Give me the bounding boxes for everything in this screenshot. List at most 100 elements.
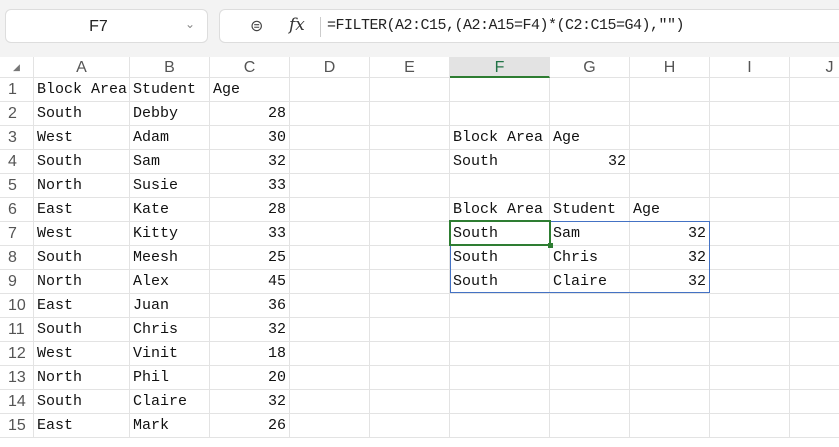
cell-D10[interactable] — [290, 294, 370, 318]
cell-A11[interactable]: South — [34, 318, 130, 342]
cell-C13[interactable]: 20 — [210, 366, 290, 390]
cell-E15[interactable] — [370, 414, 450, 438]
cell-D14[interactable] — [290, 390, 370, 414]
cell-H1[interactable] — [630, 78, 710, 102]
cell-A3[interactable]: West — [34, 126, 130, 150]
cell-F8[interactable]: South — [450, 246, 550, 270]
cell-B12[interactable]: Vinit — [130, 342, 210, 366]
row-header-15[interactable]: 15 — [0, 414, 34, 438]
cell-E8[interactable] — [370, 246, 450, 270]
cell-B15[interactable]: Mark — [130, 414, 210, 438]
row-header-14[interactable]: 14 — [0, 390, 34, 414]
cell-A9[interactable]: North — [34, 270, 130, 294]
cell-E4[interactable] — [370, 150, 450, 174]
cell-C1[interactable]: Age — [210, 78, 290, 102]
row-header-6[interactable]: 6 — [0, 198, 34, 222]
cell-B9[interactable]: Alex — [130, 270, 210, 294]
cell-J2[interactable] — [790, 102, 839, 126]
cell-A8[interactable]: South — [34, 246, 130, 270]
cell-J5[interactable] — [790, 174, 839, 198]
cell-J8[interactable] — [790, 246, 839, 270]
cell-H9[interactable]: 32 — [630, 270, 710, 294]
cell-A13[interactable]: North — [34, 366, 130, 390]
cell-G14[interactable] — [550, 390, 630, 414]
cell-J1[interactable] — [790, 78, 839, 102]
cell-E5[interactable] — [370, 174, 450, 198]
cell-A14[interactable]: South — [34, 390, 130, 414]
cell-G7[interactable]: Sam — [550, 222, 630, 246]
zoom-icon[interactable]: ⊜ — [250, 18, 264, 35]
row-header-3[interactable]: 3 — [0, 126, 34, 150]
cell-J12[interactable] — [790, 342, 839, 366]
column-header-G[interactable]: G — [550, 57, 630, 78]
cell-F4[interactable]: South — [450, 150, 550, 174]
formula-bar[interactable]: ⊜ fx =FILTER(A2:C15,(A2:A15=F4)*(C2:C15=… — [219, 9, 839, 43]
cell-A1[interactable]: Block Area — [34, 78, 130, 102]
row-header-8[interactable]: 8 — [0, 246, 34, 270]
cell-J4[interactable] — [790, 150, 839, 174]
cell-H14[interactable] — [630, 390, 710, 414]
name-box[interactable]: F7 ⌄ — [5, 9, 208, 43]
cell-H11[interactable] — [630, 318, 710, 342]
cell-E9[interactable] — [370, 270, 450, 294]
fx-icon[interactable]: fx — [289, 15, 305, 35]
cell-I1[interactable] — [710, 78, 790, 102]
cell-F10[interactable] — [450, 294, 550, 318]
cell-G3[interactable]: Age — [550, 126, 630, 150]
cell-H7[interactable]: 32 — [630, 222, 710, 246]
cell-I8[interactable] — [710, 246, 790, 270]
cell-J11[interactable] — [790, 318, 839, 342]
cell-A12[interactable]: West — [34, 342, 130, 366]
cell-C9[interactable]: 45 — [210, 270, 290, 294]
cell-I5[interactable] — [710, 174, 790, 198]
cell-B4[interactable]: Sam — [130, 150, 210, 174]
cell-H5[interactable] — [630, 174, 710, 198]
cell-D12[interactable] — [290, 342, 370, 366]
row-header-1[interactable]: 1 — [0, 78, 34, 102]
column-header-I[interactable]: I — [710, 57, 790, 78]
cell-D3[interactable] — [290, 126, 370, 150]
cell-I12[interactable] — [710, 342, 790, 366]
cell-F13[interactable] — [450, 366, 550, 390]
cell-G10[interactable] — [550, 294, 630, 318]
row-header-12[interactable]: 12 — [0, 342, 34, 366]
cell-I14[interactable] — [710, 390, 790, 414]
cell-F7[interactable]: South — [450, 222, 550, 246]
row-header-13[interactable]: 13 — [0, 366, 34, 390]
cell-B3[interactable]: Adam — [130, 126, 210, 150]
cell-A4[interactable]: South — [34, 150, 130, 174]
cell-E2[interactable] — [370, 102, 450, 126]
column-header-E[interactable]: E — [370, 57, 450, 78]
cell-G9[interactable]: Claire — [550, 270, 630, 294]
cell-F11[interactable] — [450, 318, 550, 342]
cell-A7[interactable]: West — [34, 222, 130, 246]
cell-G2[interactable] — [550, 102, 630, 126]
column-header-B[interactable]: B — [130, 57, 210, 78]
cell-J9[interactable] — [790, 270, 839, 294]
cell-J3[interactable] — [790, 126, 839, 150]
cell-A5[interactable]: North — [34, 174, 130, 198]
cell-C12[interactable]: 18 — [210, 342, 290, 366]
cell-C7[interactable]: 33 — [210, 222, 290, 246]
cell-C6[interactable]: 28 — [210, 198, 290, 222]
cell-G11[interactable] — [550, 318, 630, 342]
cell-B5[interactable]: Susie — [130, 174, 210, 198]
cell-B8[interactable]: Meesh — [130, 246, 210, 270]
cell-G8[interactable]: Chris — [550, 246, 630, 270]
cell-A6[interactable]: East — [34, 198, 130, 222]
cell-H2[interactable] — [630, 102, 710, 126]
cell-A2[interactable]: South — [34, 102, 130, 126]
row-header-9[interactable]: 9 — [0, 270, 34, 294]
cell-H13[interactable] — [630, 366, 710, 390]
cell-I7[interactable] — [710, 222, 790, 246]
cell-J6[interactable] — [790, 198, 839, 222]
cell-G1[interactable] — [550, 78, 630, 102]
cell-F15[interactable] — [450, 414, 550, 438]
cell-G15[interactable] — [550, 414, 630, 438]
cell-E11[interactable] — [370, 318, 450, 342]
row-header-7[interactable]: 7 — [0, 222, 34, 246]
cell-G5[interactable] — [550, 174, 630, 198]
column-header-D[interactable]: D — [290, 57, 370, 78]
row-header-5[interactable]: 5 — [0, 174, 34, 198]
cell-H8[interactable]: 32 — [630, 246, 710, 270]
